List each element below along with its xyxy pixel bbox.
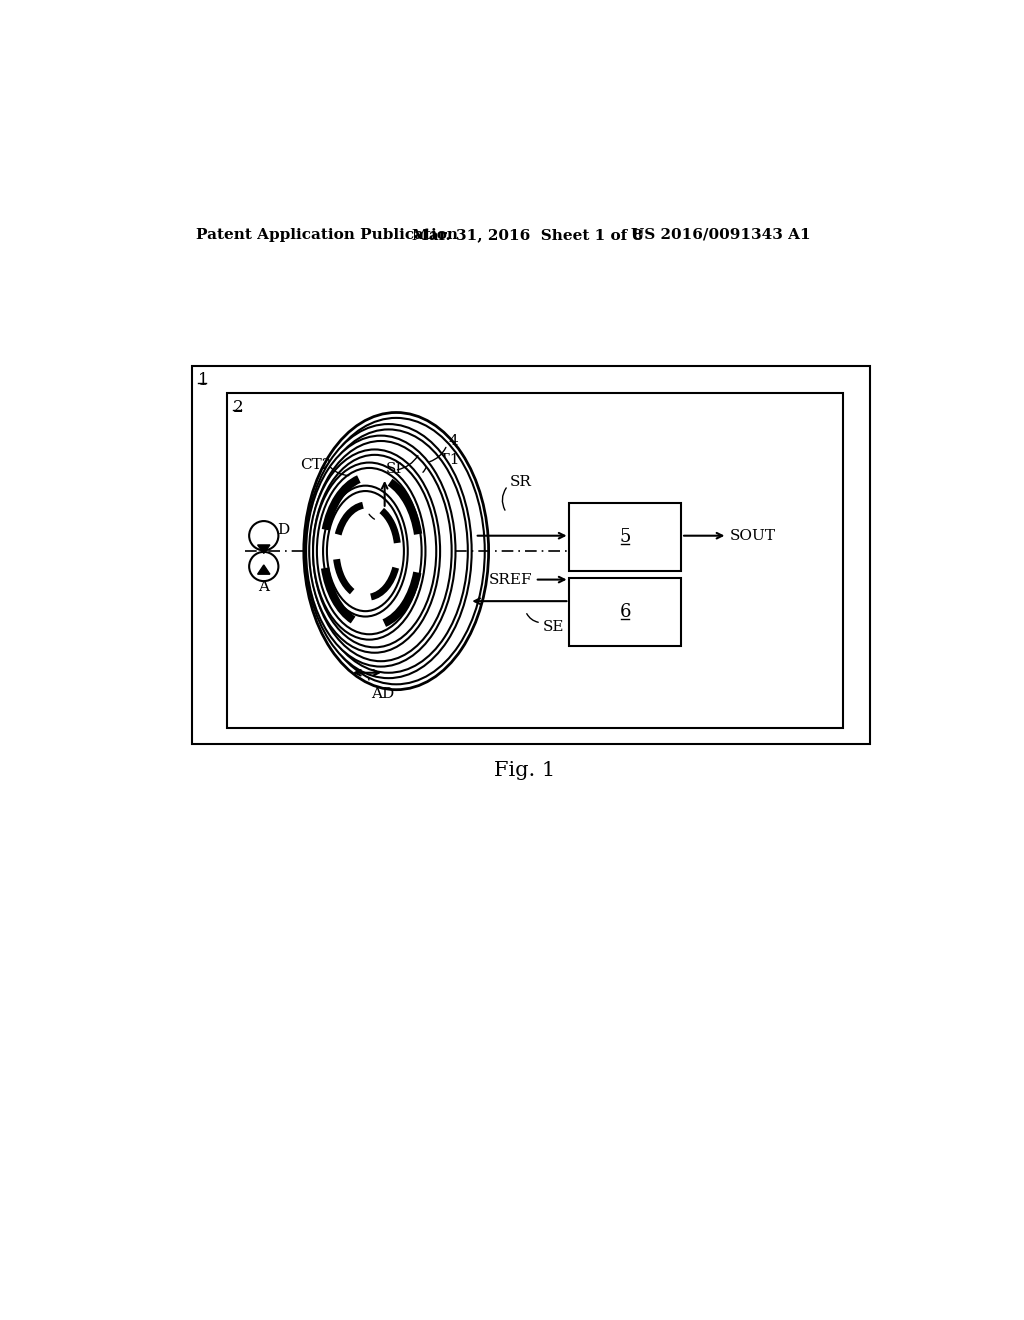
Text: AD: AD [371, 686, 394, 701]
FancyArrowPatch shape [369, 515, 375, 519]
Text: RD: RD [364, 507, 385, 521]
Text: 5: 5 [620, 528, 631, 546]
Ellipse shape [306, 436, 456, 667]
Text: SE: SE [543, 619, 564, 634]
Text: Patent Application Publication: Patent Application Publication [196, 227, 458, 242]
FancyArrowPatch shape [430, 447, 445, 462]
Ellipse shape [309, 450, 440, 653]
Ellipse shape [304, 413, 488, 690]
Bar [193, 367, 869, 743]
FancyArrowPatch shape [423, 467, 426, 473]
Text: SOUT: SOUT [730, 529, 775, 543]
Polygon shape [258, 565, 270, 574]
Text: SR: SR [510, 475, 532, 488]
Text: CT1: CT1 [429, 453, 460, 467]
Text: Mar. 31, 2016  Sheet 1 of 8: Mar. 31, 2016 Sheet 1 of 8 [412, 227, 643, 242]
Text: 1: 1 [199, 372, 209, 389]
Text: SREF: SREF [489, 573, 532, 586]
FancyArrowPatch shape [397, 455, 418, 470]
Bar [569, 503, 681, 572]
Text: SI: SI [386, 462, 402, 475]
Text: 4: 4 [449, 434, 459, 447]
Text: 6: 6 [620, 603, 631, 620]
Ellipse shape [305, 424, 472, 678]
FancyArrowPatch shape [503, 488, 506, 511]
Ellipse shape [323, 486, 408, 616]
Bar [226, 393, 843, 729]
Text: CT2: CT2 [300, 458, 332, 471]
Text: US 2016/0091343 A1: US 2016/0091343 A1 [631, 227, 811, 242]
Text: 3: 3 [421, 442, 430, 457]
Ellipse shape [313, 462, 425, 640]
Text: Fig. 1: Fig. 1 [495, 762, 555, 780]
FancyArrowPatch shape [331, 467, 349, 475]
FancyArrowPatch shape [526, 614, 539, 622]
Text: 2: 2 [233, 400, 244, 416]
Bar [569, 578, 681, 645]
Text: D: D [278, 523, 290, 536]
Text: A: A [258, 581, 268, 594]
Polygon shape [258, 545, 270, 553]
